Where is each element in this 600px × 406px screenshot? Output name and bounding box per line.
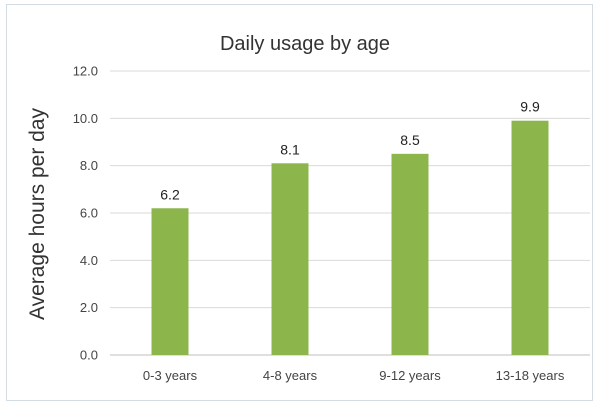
y-axis-ticks: 0.0 2.0 4.0 6.0 8.0 10.0 12.0 [73, 64, 98, 363]
y-tick-label: 6.0 [80, 206, 98, 221]
y-tick-label: 2.0 [80, 300, 98, 315]
data-label: 8.1 [280, 141, 300, 157]
gridlines [110, 70, 590, 356]
bar [511, 120, 549, 355]
y-tick-label: 4.0 [80, 253, 98, 268]
data-label: 9.9 [520, 99, 540, 115]
y-axis-label: Average hours per day [26, 107, 49, 320]
x-tick-label: 13-18 years [496, 368, 565, 383]
data-labels: 6.2 8.1 8.5 9.9 [160, 99, 540, 203]
x-axis-ticks: 0-3 years 4-8 years 9-12 years 13-18 years [143, 368, 565, 383]
x-tick-label: 4-8 years [263, 368, 318, 383]
y-tick-label: 0.0 [80, 348, 98, 363]
x-tick-label: 0-3 years [143, 368, 198, 383]
bars [151, 120, 549, 355]
bar [391, 153, 429, 355]
chart-title: Daily usage by age [220, 33, 390, 55]
data-label: 6.2 [160, 186, 180, 202]
y-tick-label: 10.0 [73, 111, 98, 126]
bar [271, 163, 309, 355]
x-tick-label: 9-12 years [379, 368, 441, 383]
data-label: 8.5 [400, 132, 420, 148]
bar [151, 208, 189, 355]
y-tick-label: 12.0 [73, 64, 98, 79]
y-tick-label: 8.0 [80, 158, 98, 173]
